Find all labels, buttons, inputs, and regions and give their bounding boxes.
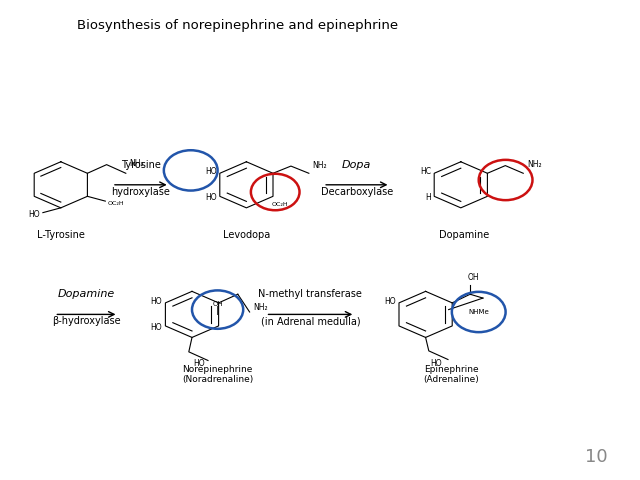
- Text: (in Adrenal medulla): (in Adrenal medulla): [260, 316, 360, 326]
- Text: β-hydroxylase: β-hydroxylase: [52, 316, 121, 326]
- Text: L-Tyrosine: L-Tyrosine: [37, 230, 84, 240]
- Text: NH₂: NH₂: [313, 161, 327, 169]
- Text: 10: 10: [586, 447, 608, 466]
- Text: Dopa: Dopa: [342, 160, 371, 170]
- Text: |: |: [216, 306, 219, 315]
- Text: HC: HC: [420, 168, 431, 176]
- Text: HO: HO: [193, 359, 205, 368]
- Text: NH₂: NH₂: [130, 159, 144, 168]
- Text: Epinephrine
(Adrenaline): Epinephrine (Adrenaline): [423, 365, 479, 384]
- Text: NH₂: NH₂: [527, 160, 541, 169]
- Text: Dopamine: Dopamine: [439, 230, 489, 240]
- Text: Tyrosine: Tyrosine: [121, 160, 161, 170]
- Text: OC₂H: OC₂H: [271, 203, 288, 207]
- Text: HO: HO: [28, 210, 40, 219]
- Text: OC₂H: OC₂H: [108, 201, 124, 206]
- Text: OH: OH: [212, 301, 223, 307]
- Text: H: H: [425, 193, 431, 202]
- Text: Levodopa: Levodopa: [223, 230, 270, 240]
- Text: NH₂: NH₂: [253, 303, 268, 312]
- Text: NHMe: NHMe: [468, 309, 489, 315]
- Text: Norepinephrine
(Noradrenaline): Norepinephrine (Noradrenaline): [182, 365, 253, 384]
- Text: N-methyl transferase: N-methyl transferase: [259, 289, 362, 299]
- Text: Dopamine: Dopamine: [58, 289, 115, 299]
- Text: OH: OH: [467, 273, 479, 282]
- Text: HO: HO: [384, 297, 396, 306]
- Text: Decarboxylase: Decarboxylase: [321, 187, 393, 197]
- Text: Biosynthesis of norepinephrine and epinephrine: Biosynthesis of norepinephrine and epine…: [77, 19, 398, 32]
- Text: hydroxylase: hydroxylase: [111, 187, 170, 197]
- Text: HO: HO: [430, 359, 442, 368]
- Text: HO: HO: [205, 193, 216, 202]
- Text: HO: HO: [150, 297, 162, 306]
- Text: HO: HO: [150, 323, 162, 332]
- Text: HO: HO: [205, 168, 216, 176]
